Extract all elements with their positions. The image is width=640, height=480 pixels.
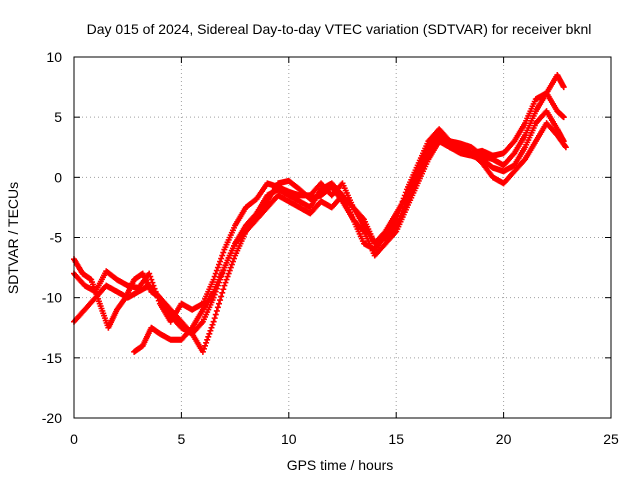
data-point (231, 255, 238, 262)
data-point (221, 282, 228, 289)
data-point (213, 267, 220, 274)
data-point (215, 300, 222, 307)
data-point (211, 273, 218, 280)
y-tick-label: 5 (54, 109, 62, 125)
data-point (206, 330, 213, 337)
data-point (211, 315, 218, 322)
data-point (393, 216, 400, 223)
data-point (214, 304, 221, 311)
data-point (205, 333, 212, 340)
data-point (202, 342, 209, 349)
y-axis-title: SDTVAR / TECUs (5, 182, 21, 294)
data-point (400, 195, 407, 202)
data-point (218, 293, 225, 300)
data-point (402, 189, 409, 196)
x-tick-label: 0 (70, 431, 78, 447)
data-point (209, 321, 216, 328)
data-point (199, 348, 206, 355)
data-point (397, 204, 404, 211)
y-tick-label: 0 (54, 169, 62, 185)
data-point (219, 270, 226, 277)
data-point (396, 207, 403, 214)
y-tick-label: 10 (46, 49, 62, 65)
y-tick-label: -15 (42, 350, 62, 366)
data-point (227, 264, 234, 271)
data-point (228, 261, 235, 268)
data-point (401, 192, 408, 199)
y-tick-label: -5 (50, 230, 63, 246)
data-point (217, 258, 224, 265)
data-point (562, 144, 569, 151)
data-point (213, 285, 220, 292)
data-point (560, 114, 567, 121)
data-point (208, 324, 215, 331)
data-point (149, 279, 156, 286)
data-point (204, 336, 211, 343)
data-point (218, 273, 225, 280)
data-point (225, 270, 232, 277)
y-tick-label: -10 (42, 290, 62, 306)
data-point (212, 311, 219, 318)
data-point (212, 288, 219, 295)
y-tick-label: -20 (42, 410, 62, 426)
data-point (207, 327, 214, 334)
data-point (399, 198, 406, 205)
series-track4 (71, 72, 567, 337)
data-point (148, 276, 155, 283)
data-point (211, 291, 218, 298)
x-tick-label: 25 (603, 431, 619, 447)
data-point (217, 297, 224, 304)
data-point (560, 84, 567, 91)
data-point (223, 276, 230, 283)
data-point (220, 267, 227, 274)
data-point (203, 339, 210, 346)
x-tick-label: 5 (178, 431, 186, 447)
data-point (214, 282, 221, 289)
data-point (218, 255, 225, 262)
data-point (226, 267, 233, 274)
chart-title: Day 015 of 2024, Sidereal Day-to-day VTE… (87, 21, 592, 37)
data-point (229, 258, 236, 265)
data-point (222, 279, 229, 286)
x-tick-label: 20 (496, 431, 512, 447)
data-point (220, 249, 227, 256)
data-point (213, 307, 220, 314)
data-point (212, 270, 219, 277)
data-point (217, 276, 224, 283)
data-point (394, 213, 401, 220)
data-point (210, 276, 217, 283)
data-points (71, 72, 569, 355)
data-point (215, 279, 222, 286)
series-track2 (71, 108, 567, 355)
data-point (395, 210, 402, 217)
x-axis: 0 5 10 15 20 25 (70, 57, 619, 447)
data-point (147, 273, 154, 280)
x-tick-label: 15 (388, 431, 404, 447)
data-point (219, 252, 226, 259)
data-point (224, 273, 231, 280)
y-axis: -20 -15 -10 -5 0 5 10 (42, 49, 611, 426)
data-point (220, 286, 227, 293)
data-point (219, 289, 226, 296)
data-point (146, 270, 153, 277)
data-point (398, 201, 405, 208)
data-point (210, 318, 217, 325)
x-tick-label: 10 (281, 431, 297, 447)
data-point (200, 345, 207, 352)
x-axis-title: GPS time / hours (287, 457, 394, 473)
data-point (214, 264, 221, 271)
data-point (215, 261, 222, 268)
data-point (210, 294, 217, 301)
grid-lines (74, 57, 611, 418)
